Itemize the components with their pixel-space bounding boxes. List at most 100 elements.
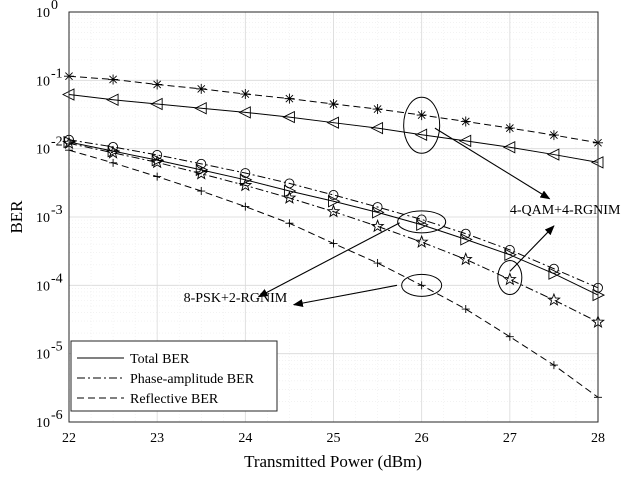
y-tick-label: 10	[36, 416, 50, 431]
y-tick-exponent: -5	[51, 340, 63, 355]
series-line	[68, 139, 599, 289]
highlight-ellipse	[397, 210, 447, 234]
data-point	[108, 141, 119, 152]
data-point	[546, 292, 561, 306]
y-axis-label: BER	[7, 200, 26, 234]
annotation-arrow	[292, 284, 398, 308]
data-point	[373, 259, 382, 268]
annotation-layer: 4-QAM+4-RGNIM 8-PSK+2-RGNIM	[184, 96, 621, 308]
data-point	[504, 244, 515, 255]
data-point	[328, 190, 339, 200]
x-tick-label: 26	[415, 431, 429, 446]
data-point	[461, 305, 470, 314]
y-tick-exponent: -4	[51, 271, 63, 286]
data-point	[548, 130, 559, 141]
series-line	[68, 142, 599, 323]
data-point	[197, 187, 206, 196]
data-point	[106, 93, 119, 106]
data-point	[152, 79, 163, 90]
data-point	[417, 281, 426, 290]
annotation-label: 8-PSK+2-RGNIM	[184, 291, 288, 306]
data-point	[416, 214, 427, 225]
data-point	[196, 83, 207, 94]
highlight-ellipse	[401, 273, 443, 297]
data-point	[372, 104, 383, 115]
data-point	[414, 128, 428, 141]
data-point	[416, 218, 429, 231]
data-point	[460, 233, 473, 246]
data-point	[328, 195, 341, 208]
x-tick-label: 25	[327, 431, 341, 446]
data-point	[282, 110, 295, 124]
data-point	[109, 158, 118, 167]
y-tick-label: 10	[36, 74, 50, 89]
series-line	[68, 94, 599, 163]
x-tick-label: 23	[150, 431, 164, 446]
legend-label: Total BER	[130, 352, 190, 367]
legend-box	[70, 340, 278, 412]
y-tick-exponent: -6	[51, 408, 63, 423]
data-point	[108, 74, 119, 85]
data-point	[152, 149, 163, 160]
data-point	[505, 332, 514, 341]
data-point	[458, 134, 472, 148]
data-point	[241, 202, 250, 211]
data-point	[285, 219, 294, 228]
legend-label: Reflective BER	[130, 392, 219, 407]
x-axis-label: Transmitted Power (dBm)	[244, 452, 422, 471]
data-point	[372, 206, 385, 219]
x-tick-label: 22	[62, 431, 76, 446]
y-tick-label: 10	[36, 211, 50, 226]
data-point	[153, 172, 162, 181]
y-tick-exponent: -1	[51, 66, 63, 81]
y-tick-exponent: 0	[51, 0, 58, 13]
data-point	[194, 166, 209, 180]
annotation-arrow	[509, 225, 555, 272]
series-triangle-right	[63, 135, 606, 302]
legend: Total BER Phase-amplitude BER Reflective B…	[70, 340, 278, 412]
y-tick-label: 10	[36, 279, 50, 294]
data-point	[238, 178, 253, 192]
data-point	[502, 272, 517, 286]
y-tick-exponent: -3	[51, 203, 63, 218]
data-point	[504, 248, 517, 262]
data-point	[504, 123, 515, 134]
y-tick-label: 10	[36, 348, 50, 363]
data-point	[240, 168, 251, 178]
y-tick-label: 10	[36, 6, 50, 21]
data-point	[328, 99, 339, 110]
data-point	[460, 228, 471, 239]
annotation-arrow	[257, 222, 400, 298]
x-tick-label: 27	[503, 431, 517, 446]
x-tick-label: 28	[591, 431, 605, 446]
data-point	[414, 234, 429, 248]
data-point	[326, 204, 341, 218]
data-point	[195, 163, 209, 177]
data-point	[460, 116, 471, 127]
highlight-ellipse	[497, 260, 523, 296]
annotation-label: 4-QAM+4-RGNIM	[510, 203, 621, 218]
data-point	[549, 361, 558, 370]
x-tick-label: 24	[238, 431, 252, 446]
data-point	[546, 148, 560, 161]
data-point	[284, 178, 295, 189]
legend-label: Phase-amplitude BER	[130, 372, 255, 387]
data-point	[106, 145, 121, 159]
highlight-ellipse	[403, 96, 441, 154]
data-point	[416, 110, 427, 121]
x-tick-labels: 22 23 24 25 26 27 28	[62, 431, 605, 446]
data-point	[326, 116, 339, 129]
data-point	[282, 190, 297, 204]
data-point	[458, 252, 473, 266]
data-point	[548, 263, 559, 274]
data-point	[240, 89, 251, 100]
data-point	[372, 202, 383, 212]
data-point	[329, 239, 338, 248]
data-point	[370, 121, 384, 135]
data-point	[548, 267, 561, 280]
series-layer	[61, 71, 606, 402]
y-tick-exponent: -2	[51, 135, 63, 150]
series-pentagram	[62, 135, 605, 328]
